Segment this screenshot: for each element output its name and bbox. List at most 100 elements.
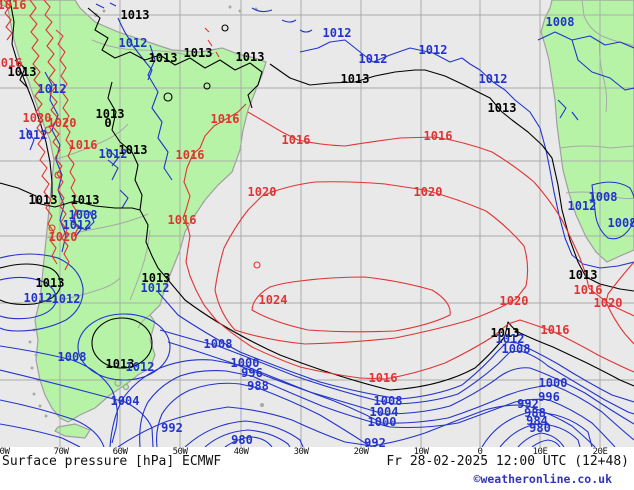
isobar-label: 1016 [541, 323, 570, 337]
isobar-label: 980 [231, 433, 253, 447]
isobar-label: 1020 [49, 230, 78, 244]
isobar-label: 1012 [24, 291, 53, 305]
isobar-label: 0 [104, 116, 111, 130]
isobar-label: 1024 [259, 293, 288, 307]
isobar-label: 1012 [141, 281, 170, 295]
isobar-label: 1008 [374, 394, 403, 408]
axis-tick-40W: 40W [233, 447, 249, 457]
south-america-landmass [0, 0, 267, 423]
isobar-label: 1013 [149, 51, 178, 65]
longitude-axis: 80W 70W 60W 50W 40W 30W 20W 10W 0 10E 20E [0, 447, 634, 457]
isobar-label: 988 [247, 379, 269, 393]
isobars-red [3, 0, 634, 380]
tierra-del-fuego-island [54, 423, 91, 439]
axis-tick-10W: 10W [413, 447, 429, 457]
axis-tick-20W: 20W [353, 447, 369, 457]
isobar-label: 1008 [608, 216, 634, 230]
south-georgia-island [260, 403, 264, 407]
isobar-label: 1012 [38, 82, 67, 96]
isobar-label: 1016 [211, 112, 240, 126]
isobar-label: 1004 [370, 405, 399, 419]
forecast-datetime: Fr 28-02-2025 12:00 UTC (12+48) [386, 454, 629, 469]
isobar-label: 1016 [168, 213, 197, 227]
isobar-label: 996 [241, 366, 263, 380]
isobar-label: 984 [526, 414, 548, 428]
africa-landmass [540, 0, 634, 263]
axis-tick-0: 0 [477, 447, 483, 457]
isobar-label: 1008 [589, 190, 618, 204]
isobar-label: 1020 [248, 185, 277, 199]
isobar-label: 1012 [52, 292, 81, 306]
isobar-label: 1013 [106, 357, 135, 371]
isobar-label: 1012 [119, 36, 148, 50]
isobar-label: 1008 [69, 208, 98, 222]
isobar-label: 1016 [176, 148, 205, 162]
isobar-label: 1008 [58, 350, 87, 364]
isobar-label: 1016 [69, 138, 98, 152]
axis-tick-50W: 50W [172, 447, 188, 457]
caption-row: Surface pressure [hPa] ECMWF Fr 28-02-20… [0, 454, 634, 469]
isobar-label: 1000 [231, 356, 260, 370]
isobar-label: 1016 [574, 283, 603, 297]
isobar-label: 1013 [121, 8, 150, 22]
isobar-label: 980 [529, 421, 551, 435]
isobar-label: 1013 [569, 268, 598, 282]
isobar-label: 1013 [119, 143, 148, 157]
isobar-label: 1012 [99, 147, 128, 161]
isobar-label: 1004 [111, 394, 140, 408]
isobar-label: 1012 [479, 72, 508, 86]
isobars-black [0, 0, 634, 391]
isobar-label: 1016 [424, 129, 453, 143]
isobar-label: 1012 [359, 52, 388, 66]
isobar-label: 1008 [204, 337, 233, 351]
isobar-label: 1000 [539, 376, 568, 390]
isobar-label: 992 [161, 421, 183, 435]
copyright-link[interactable]: ©weatheronline.co.uk [474, 472, 612, 486]
axis-tick-30W: 30W [293, 447, 309, 457]
isobar-label: 1016 [0, 56, 22, 70]
isobar-label: 988 [524, 406, 546, 420]
isobar-label: 996 [538, 390, 560, 404]
axis-tick-80W: 80W [0, 447, 10, 457]
isobar-label: 1016 [369, 371, 398, 385]
isobar-label: 1013 [71, 193, 100, 207]
axis-tick-70W: 70W [53, 447, 69, 457]
isobar-label: 1013 [36, 276, 65, 290]
isobar-label: 1013 [488, 101, 517, 115]
isobar-label: 1013 [184, 46, 213, 60]
isobar-label: 1008 [502, 342, 531, 356]
isobar-label: 1000 [368, 415, 397, 429]
isobar-label: 1008 [546, 15, 575, 29]
footer-bar: 80W 70W 60W 50W 40W 30W 20W 10W 0 10E 20E Surface … [0, 447, 634, 490]
axis-tick-60W: 60W [112, 447, 128, 457]
isobar-label: 992 [364, 436, 386, 447]
axis-tick-10E: 10E [532, 447, 548, 457]
isobar-label: 1016 [0, 0, 26, 12]
isobar-label: 1020 [594, 296, 623, 310]
isobar-label: 1013 [236, 50, 265, 64]
isobar-label: 992 [517, 397, 539, 411]
isobar-label: 1012 [496, 332, 525, 346]
land-layer [0, 0, 634, 439]
isobar-label: 1012 [19, 128, 48, 142]
isobar-label: 1012 [323, 26, 352, 40]
isobar-label: 1012 [419, 43, 448, 57]
isobar-label: 1012 [63, 218, 92, 232]
isobar-label: 1013 [8, 65, 37, 79]
product-title: Surface pressure [hPa] ECMWF [2, 454, 222, 469]
isobar-label: 1013 [341, 72, 370, 86]
isobar-label: 1013 [29, 193, 58, 207]
isobar-label: 1020 [23, 111, 52, 125]
isobar-label: 1012 [126, 360, 155, 374]
isobar-label: 1020 [414, 185, 443, 199]
isobar-label: 1012 [568, 199, 597, 213]
copyright-text[interactable]: ©weatheronline.co.uk [473, 472, 612, 486]
falkland-island [122, 383, 130, 391]
isobar-label: 1013 [96, 107, 125, 121]
isobar-label: 1020 [48, 116, 77, 130]
isobar-label: 1016 [282, 133, 311, 147]
isobar-label: 1013 [142, 271, 171, 285]
